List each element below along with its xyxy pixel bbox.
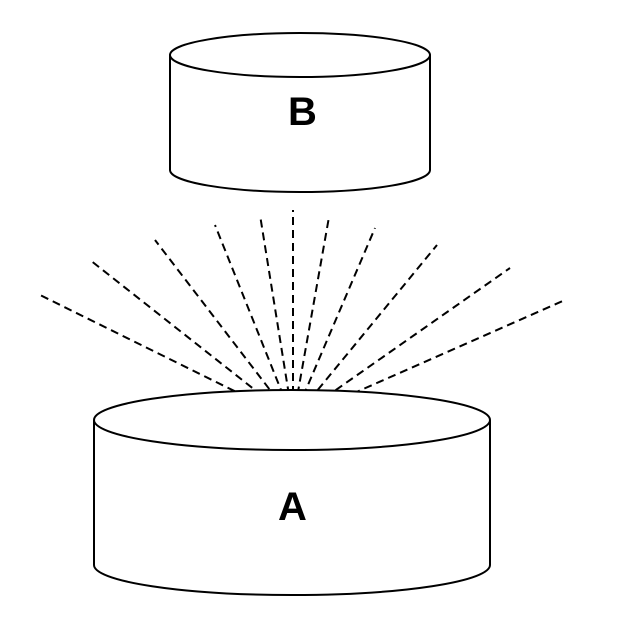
rays-group — [40, 210, 565, 420]
cylinder-a-label: A — [278, 485, 307, 530]
diagram-canvas — [0, 0, 634, 635]
cylinder-b-label: B — [288, 90, 317, 135]
